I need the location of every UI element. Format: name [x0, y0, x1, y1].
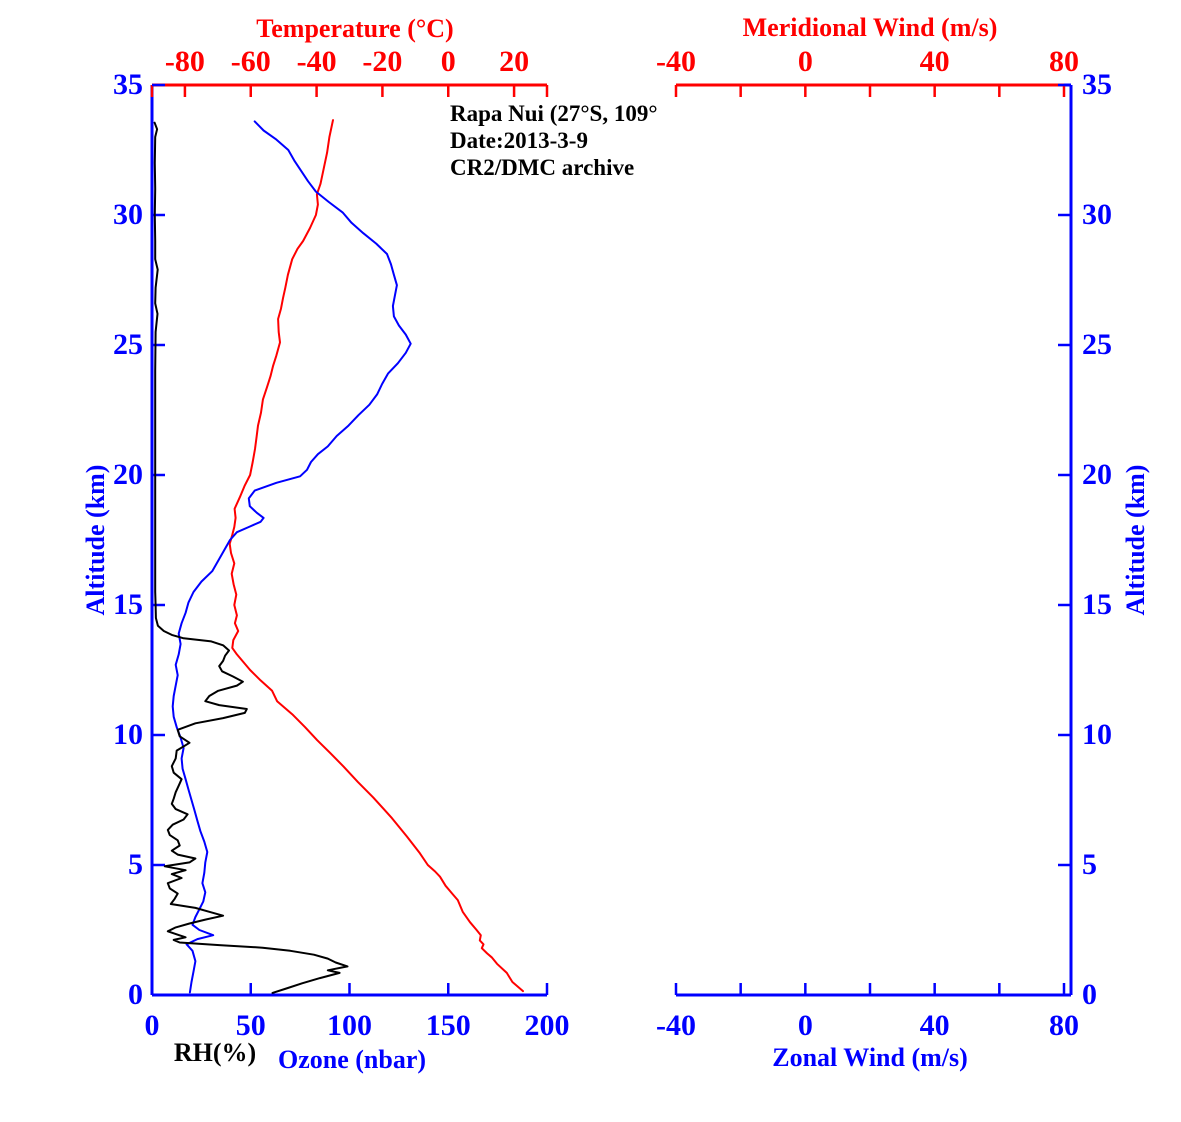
ozone-curve: [171, 120, 412, 994]
rh-curve: [153, 121, 349, 994]
temperature-curve: [228, 119, 524, 993]
